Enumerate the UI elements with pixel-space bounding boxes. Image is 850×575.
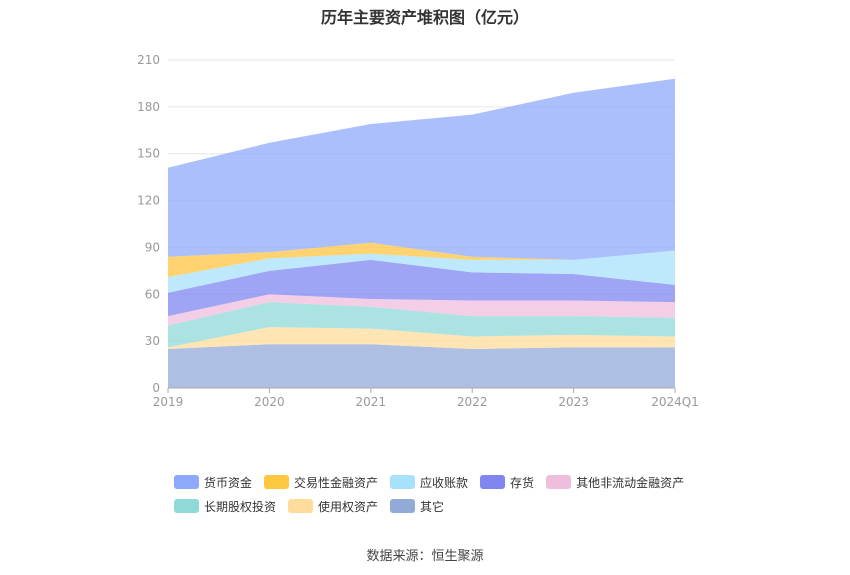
legend-item[interactable]: 存货 bbox=[480, 474, 534, 491]
x-tick-label: 2021 bbox=[356, 395, 387, 409]
legend-item[interactable]: 使用权资产 bbox=[288, 498, 378, 515]
legend-row: 货币资金 交易性金融资产 应收账款 存货 其他非流动金融资产 bbox=[174, 470, 734, 494]
y-tick-label: 150 bbox=[137, 147, 160, 161]
legend-swatch bbox=[174, 499, 199, 513]
legend-label: 使用权资产 bbox=[318, 499, 379, 514]
legend-row: 长期股权投资 使用权资产 其它 bbox=[174, 494, 734, 518]
area-series bbox=[168, 250, 675, 293]
area-series bbox=[168, 327, 675, 349]
legend-item[interactable]: 货币资金 bbox=[174, 474, 252, 491]
legend-item[interactable]: 交易性金融资产 bbox=[264, 474, 378, 491]
legend-swatch bbox=[480, 475, 506, 489]
legend-label: 存货 bbox=[510, 475, 535, 490]
y-tick-label: 0 bbox=[152, 381, 160, 395]
x-tick-label: 2020 bbox=[254, 395, 285, 409]
x-tick-label: 2022 bbox=[457, 395, 488, 409]
area-series bbox=[168, 242, 675, 278]
legend-swatch bbox=[390, 475, 416, 489]
x-tick-label: 2023 bbox=[558, 395, 589, 409]
legend-swatch bbox=[264, 475, 290, 489]
legend-label: 其他非流动金融资产 bbox=[576, 475, 685, 490]
data-source: 数据来源：恒生聚源 bbox=[366, 549, 484, 564]
x-tick-label: 2019 bbox=[153, 395, 184, 409]
chart-title: 历年主要资产堆积图（亿元） bbox=[320, 8, 529, 27]
y-tick-label: 60 bbox=[145, 287, 160, 301]
legend-swatch bbox=[546, 475, 572, 489]
legend-label: 交易性金融资产 bbox=[294, 475, 379, 490]
area-series bbox=[168, 78, 675, 260]
legend-item[interactable]: 其它 bbox=[390, 498, 444, 515]
legend-swatch bbox=[390, 499, 416, 513]
legend-item[interactable]: 应收账款 bbox=[390, 474, 468, 491]
y-tick-label: 120 bbox=[137, 194, 160, 208]
legend-label: 货币资金 bbox=[204, 475, 253, 490]
area-series bbox=[168, 344, 675, 388]
area-series bbox=[168, 302, 675, 348]
legend-label: 应收账款 bbox=[420, 475, 469, 490]
y-tick-label: 180 bbox=[137, 100, 160, 114]
legend-item[interactable]: 其他非流动金融资产 bbox=[546, 474, 684, 491]
legend-item[interactable]: 长期股权投资 bbox=[174, 498, 276, 515]
area-series bbox=[168, 294, 675, 326]
x-tick-label: 2024Q1 bbox=[651, 395, 699, 409]
y-tick-label: 30 bbox=[145, 334, 160, 348]
legend-swatch bbox=[288, 499, 314, 513]
legend-label: 其它 bbox=[420, 499, 445, 514]
y-tick-label: 210 bbox=[137, 53, 160, 67]
legend-label: 长期股权投资 bbox=[204, 499, 277, 514]
y-tick-label: 90 bbox=[145, 240, 160, 254]
legend-swatch bbox=[174, 475, 199, 489]
legend: 货币资金 交易性金融资产 应收账款 存货 其他非流动金融资产 长期股权投资 使用权资产 其它 bbox=[174, 470, 734, 518]
area-series bbox=[168, 259, 675, 317]
